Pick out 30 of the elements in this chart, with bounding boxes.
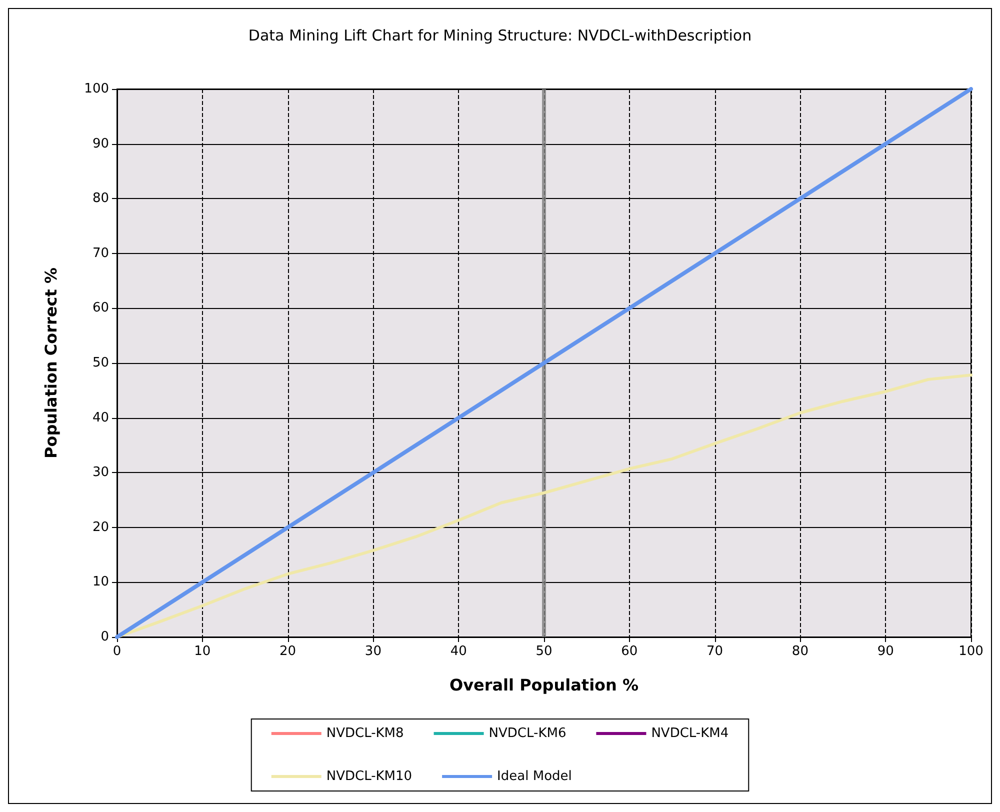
- y-tick-label: 50: [92, 356, 109, 370]
- y-tick-label: 60: [92, 300, 109, 316]
- legend-label: NVDCL-KM4: [651, 726, 729, 741]
- y-tick-label: 40: [92, 410, 109, 426]
- legend-label: Ideal Model: [497, 769, 572, 784]
- x-tick-label: 30: [364, 644, 382, 659]
- x-axis-title: Overall Population %: [449, 676, 639, 694]
- y-tick-label: 0: [100, 630, 109, 644]
- y-tick-label: 30: [92, 465, 109, 480]
- x-tick-label: 40: [450, 644, 467, 659]
- x-tick-label: 50: [536, 644, 552, 659]
- x-tick-label: 70: [706, 644, 724, 659]
- chart-title: Data Mining Lift Chart for Mining Structure: NVDCL-withDescription: [248, 26, 752, 44]
- y-tick-label: 80: [92, 191, 109, 206]
- y-tick-label: 70: [92, 246, 109, 261]
- x-tick-label: 100: [958, 644, 984, 659]
- x-tick-label: 90: [877, 644, 894, 659]
- x-tick-label: 10: [194, 644, 211, 659]
- y-tick-label: 10: [92, 574, 109, 590]
- legend-label: NVDCL-KM10: [326, 769, 412, 784]
- x-tick-label: 0: [112, 644, 122, 659]
- y-tick-label: 90: [92, 136, 109, 152]
- x-tick-label: 80: [792, 644, 808, 659]
- x-tick-label: 60: [621, 644, 638, 659]
- legend-label: NVDCL-KM8: [326, 726, 404, 741]
- y-axis-title: Population Correct %: [42, 267, 60, 459]
- y-tick-label: 100: [84, 82, 109, 96]
- x-tick-label: 20: [280, 644, 296, 659]
- legend-label: NVDCL-KM6: [488, 726, 566, 741]
- y-tick-label: 20: [92, 520, 109, 535]
